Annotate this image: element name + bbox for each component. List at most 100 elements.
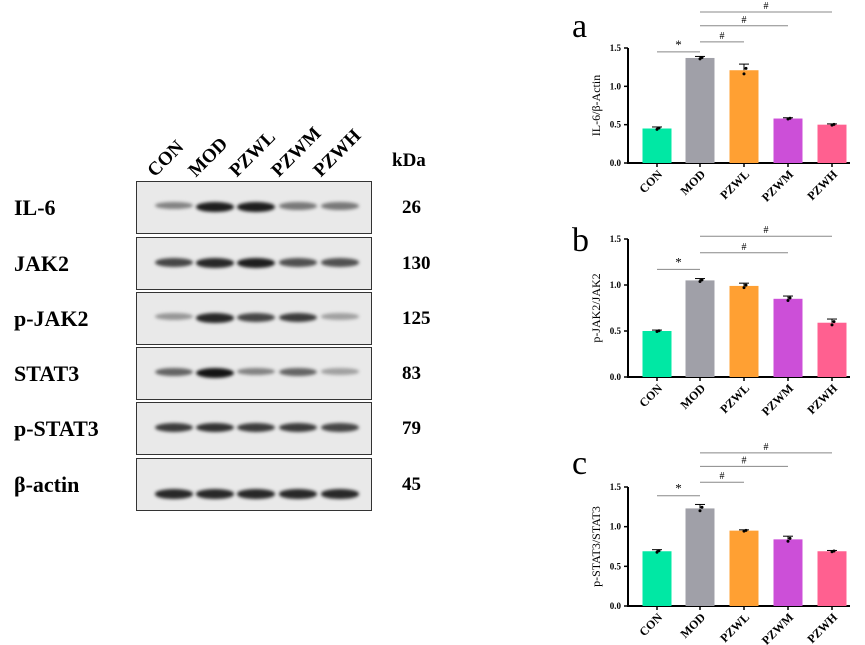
protein-band bbox=[279, 202, 317, 210]
protein-band bbox=[196, 489, 234, 499]
y-tick-label: 1.5 bbox=[610, 482, 622, 492]
molecular-weight-label: 79 bbox=[402, 418, 421, 439]
data-point bbox=[744, 283, 748, 287]
data-point bbox=[832, 122, 836, 126]
y-tick-label: 0.5 bbox=[610, 561, 622, 571]
protein-label: β-actin bbox=[14, 472, 80, 497]
protein-band bbox=[196, 423, 234, 433]
molecular-weight-label: 26 bbox=[402, 197, 421, 218]
significance-mark: # bbox=[764, 225, 769, 236]
data-point bbox=[788, 116, 792, 120]
x-tick-label: PZWL bbox=[717, 610, 752, 645]
data-point bbox=[698, 509, 702, 513]
bar-pzwl bbox=[729, 530, 759, 606]
blot-strip bbox=[136, 237, 372, 290]
data-point bbox=[788, 296, 792, 300]
significance-mark: # bbox=[764, 1, 769, 12]
data-point bbox=[657, 126, 661, 130]
y-tick-label: 1.0 bbox=[610, 522, 622, 532]
molecular-weight-label: 45 bbox=[402, 474, 421, 495]
protein-band bbox=[321, 423, 359, 432]
protein-band bbox=[237, 258, 275, 268]
y-tick-label: 1.5 bbox=[610, 43, 622, 53]
protein-band bbox=[196, 313, 234, 323]
data-point bbox=[700, 505, 704, 509]
data-point bbox=[786, 298, 790, 302]
protein-label: p-STAT3 bbox=[14, 416, 99, 441]
protein-band bbox=[237, 313, 275, 322]
y-axis-label: p-STAT3/STAT3 bbox=[589, 506, 603, 587]
data-point bbox=[657, 329, 661, 333]
y-tick-label: 0.0 bbox=[610, 372, 622, 382]
bar-pzwl bbox=[729, 70, 759, 163]
protein-band bbox=[196, 202, 234, 212]
y-axis-label: IL-6/β-Actin bbox=[589, 75, 603, 136]
protein-band bbox=[155, 258, 193, 267]
y-tick-label: 0.5 bbox=[610, 326, 622, 336]
bar-pzwl bbox=[729, 285, 759, 377]
molecular-weight-label: 83 bbox=[402, 363, 421, 384]
protein-label: p-JAK2 bbox=[14, 306, 89, 331]
data-point bbox=[744, 528, 748, 532]
bar-mod bbox=[685, 508, 715, 606]
molecular-weight-label: 130 bbox=[402, 253, 431, 274]
bar-pzwh bbox=[817, 322, 847, 377]
y-tick-label: 1.5 bbox=[610, 234, 622, 244]
protein-band bbox=[279, 423, 317, 432]
bar-con bbox=[642, 331, 672, 377]
kda-header: kDa bbox=[392, 150, 426, 171]
blot-strip bbox=[136, 402, 372, 455]
panel-letter: c bbox=[572, 445, 588, 482]
data-point bbox=[698, 280, 702, 284]
bar-mod bbox=[685, 280, 715, 377]
bar-pzwm bbox=[773, 298, 803, 377]
protein-label: STAT3 bbox=[14, 361, 80, 386]
data-point bbox=[657, 549, 661, 553]
y-tick-label: 0.5 bbox=[610, 120, 622, 130]
protein-band bbox=[196, 368, 234, 378]
significance-mark: * bbox=[675, 254, 682, 269]
blot-strip bbox=[136, 292, 372, 345]
molecular-weight-label: 125 bbox=[402, 308, 431, 329]
panel-letter: b bbox=[572, 222, 589, 259]
x-tick-label: PZWM bbox=[759, 610, 796, 645]
data-point bbox=[700, 278, 704, 282]
significance-mark: # bbox=[742, 242, 747, 253]
bar-mod bbox=[685, 57, 715, 163]
significance-mark: # bbox=[720, 31, 725, 42]
protein-band bbox=[321, 313, 359, 320]
significance-mark: # bbox=[742, 455, 747, 466]
data-point bbox=[700, 56, 704, 60]
protein-band bbox=[155, 202, 193, 210]
significance-mark: # bbox=[742, 15, 747, 26]
bar-con bbox=[642, 128, 672, 163]
data-point bbox=[830, 323, 834, 327]
significance-mark: * bbox=[675, 37, 682, 52]
y-tick-label: 0.0 bbox=[610, 158, 622, 168]
bar-pzwh bbox=[817, 124, 847, 163]
data-point bbox=[742, 72, 746, 76]
bar-pzwh bbox=[817, 551, 847, 606]
protein-band bbox=[237, 202, 275, 212]
protein-label: IL-6 bbox=[14, 195, 56, 220]
data-point bbox=[832, 320, 836, 324]
protein-band bbox=[321, 368, 359, 375]
data-point bbox=[742, 286, 746, 290]
data-point bbox=[788, 536, 792, 540]
x-tick-label: CON bbox=[636, 610, 665, 639]
blot-strip bbox=[136, 458, 372, 511]
protein-band bbox=[237, 423, 275, 432]
y-tick-label: 1.0 bbox=[610, 280, 622, 290]
bar-pzwm bbox=[773, 118, 803, 163]
panel-letter: a bbox=[572, 8, 588, 45]
protein-band bbox=[321, 489, 359, 499]
protein-band bbox=[237, 489, 275, 499]
bar-con bbox=[642, 551, 672, 606]
blot-strip bbox=[136, 347, 372, 400]
x-tick-label: PZWH bbox=[804, 610, 840, 645]
x-tick-label: MOD bbox=[677, 610, 708, 641]
protein-band bbox=[321, 202, 359, 210]
blot-strip bbox=[136, 181, 372, 234]
